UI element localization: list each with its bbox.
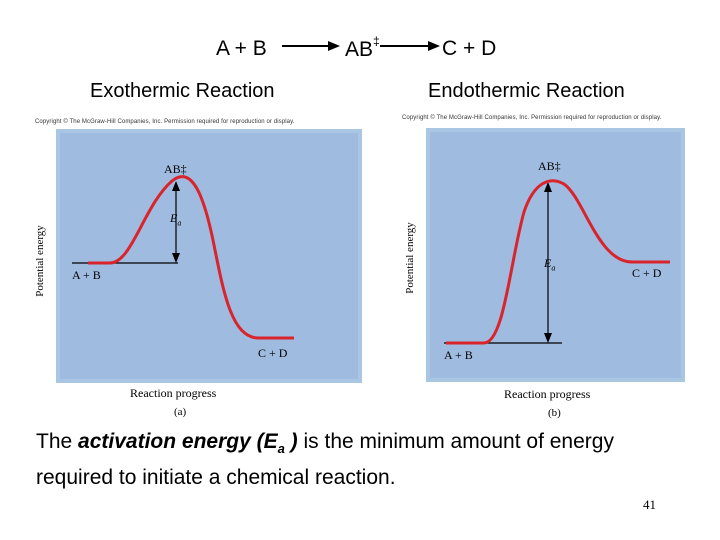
y-axis-label: Potential energy [34, 225, 46, 297]
reaction-arrow-1 [282, 41, 340, 51]
y-axis-label-right: Potential energy [404, 222, 416, 294]
exothermic-energy-plot [56, 129, 362, 383]
activation-energy-term: activation energy (Ea ) [78, 430, 298, 457]
equation-products: C + D [442, 37, 497, 60]
energy-curve-right [446, 179, 670, 345]
plot-panel-right [426, 128, 685, 382]
copyright-notice-right: Copyright © The McGraw-Hill Companies, I… [402, 115, 662, 121]
activation-energy-definition: The activation energy (Ea ) is the minim… [36, 430, 614, 490]
reaction-arrow-2 [380, 41, 440, 51]
caption-a: (a) [174, 406, 187, 418]
product-label: C + D [258, 346, 288, 360]
equation-transition-state: AB‡ [345, 34, 380, 61]
product-label-right: C + D [632, 266, 662, 280]
ea-arrow-head-down-right [544, 333, 552, 343]
exothermic-heading: Exothermic Reaction [90, 80, 275, 102]
ea-arrow-head-up [172, 181, 180, 191]
endothermic-energy-plot [426, 128, 685, 382]
ea-arrow-head-down [172, 253, 180, 263]
energy-curve [88, 175, 294, 340]
transition-state-label-right: AB‡ [538, 159, 561, 173]
copyright-notice: Copyright © The McGraw-Hill Companies, I… [35, 119, 295, 125]
transition-state-label: AB‡ [164, 162, 187, 176]
exothermic-diagram: Copyright © The McGraw-Hill Companies, I… [32, 115, 380, 420]
page-number: 41 [643, 497, 656, 512]
caption-b: (b) [548, 407, 561, 419]
plot-panel [56, 129, 362, 383]
reactant-label: A + B [72, 268, 101, 282]
x-axis-label: Reaction progress [130, 386, 217, 400]
ea-label-right: Ea [544, 256, 556, 273]
endothermic-heading: Endothermic Reaction [428, 80, 625, 102]
ea-label: Ea [170, 211, 182, 228]
equation-reactants: A + B [216, 37, 267, 60]
ea-arrow-head-up-right [544, 182, 552, 192]
x-axis-label-right: Reaction progress [504, 387, 591, 401]
endothermic-diagram: Copyright © The McGraw-Hill Companies, I… [400, 112, 690, 422]
reactant-label-right: A + B [444, 348, 473, 362]
